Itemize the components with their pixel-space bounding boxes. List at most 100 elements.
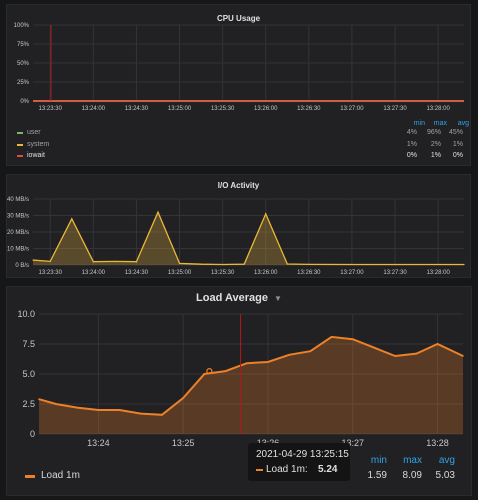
hover-point-marker <box>206 368 213 375</box>
x-tick-label: 13:26:00 <box>254 270 278 276</box>
load-average-panel: Load Average ▼ 0 2.5 5.0 7.5 10.0 13:24 13:25 1… <box>6 286 472 496</box>
io-data-point <box>243 263 245 265</box>
io-data-point <box>92 261 94 263</box>
legend-swatch <box>25 475 35 478</box>
x-tick-label: 13:27:30 <box>383 270 407 276</box>
load-data-point <box>76 406 78 409</box>
io-data-point <box>463 263 465 266</box>
x-tick-label: 13:27 <box>341 438 364 448</box>
load-data-point <box>436 343 439 345</box>
legend-header-min[interactable]: min <box>370 455 387 466</box>
x-tick-label: 13:27:00 <box>340 106 364 112</box>
x-tick-label: 13:27:30 <box>383 106 407 112</box>
io-chart[interactable]: 0 B/s 10 MB/s 20 MB/s 30 MB/s 40 MB/s 13:23:3… <box>7 175 472 279</box>
legend-max: 8.09 <box>402 470 422 481</box>
io-series-line <box>32 210 464 266</box>
x-tick-label: 13:23:30 <box>39 106 63 112</box>
x-tick-label: 13:25:00 <box>168 106 192 112</box>
x-tick-label: 13:25:30 <box>211 106 235 112</box>
load-data-point <box>288 354 290 356</box>
io-data-point <box>178 262 181 264</box>
io-data-point <box>286 263 288 265</box>
io-data-point <box>71 218 73 220</box>
legend-label: Load 1m <box>41 470 80 481</box>
legend-max: 96% <box>426 129 441 136</box>
io-data-point <box>135 261 138 263</box>
load-data-point <box>139 412 142 415</box>
io-data-point <box>351 263 353 266</box>
load-data-point <box>182 397 184 399</box>
legend-avg: 5.03 <box>435 470 455 481</box>
legend-header-max[interactable]: max <box>433 120 447 127</box>
load-data-point <box>203 373 206 375</box>
y-tick-label: 20 MB/s <box>7 230 29 236</box>
y-tick-label: 7.5 <box>22 339 35 349</box>
io-data-point <box>308 263 310 265</box>
y-tick-label: 10 MB/s <box>7 247 29 253</box>
io-data-point <box>114 260 116 262</box>
io-data-point <box>222 263 224 266</box>
x-tick-label: 13:28:00 <box>426 270 450 276</box>
legend-max: 2% <box>430 141 441 148</box>
io-data-point <box>265 213 267 215</box>
legend-header-max[interactable]: max <box>403 455 422 466</box>
y-tick-label: 30 MB/s <box>7 214 29 220</box>
y-tick-label: 5.0 <box>22 369 35 379</box>
load-data-point <box>161 414 163 416</box>
y-tick-label: 25% <box>17 80 30 86</box>
x-tick-label: 13:25:30 <box>211 270 235 276</box>
panel-title[interactable]: Load Average ▼ <box>7 292 471 304</box>
legend-swatch <box>17 155 23 157</box>
load-data-point <box>373 346 375 349</box>
legend-min: 4% <box>406 129 417 136</box>
tooltip-time: 2021-04-29 13:25:15 <box>256 449 349 460</box>
x-tick-label: 13:24:00 <box>82 106 106 112</box>
x-tick-label: 13:26:30 <box>297 106 321 112</box>
cpu-usage-panel: CPU Usage 0% 25% 50% 75% 100% 13:23:30 13:24:0… <box>6 4 471 166</box>
io-data-point <box>200 263 202 265</box>
io-data-point <box>437 263 439 266</box>
legend-avg: 0% <box>452 152 463 159</box>
load-data-point <box>267 361 269 363</box>
cpu-chart[interactable]: 0% 25% 50% 75% 100% 13:23:30 13:24:00 13:24:30 1… <box>7 5 472 125</box>
load-data-point <box>55 403 57 405</box>
io-area-fill <box>33 212 464 265</box>
y-tick-label: 40 MB/s <box>7 197 29 203</box>
load-data-point <box>245 362 248 364</box>
legend-label: system <box>27 141 50 148</box>
io-data-point <box>32 259 34 261</box>
x-tick-label: 13:24:00 <box>82 270 106 276</box>
tooltip-series: Load 1m: <box>266 464 308 475</box>
load-data-point <box>415 352 418 355</box>
load-data-point <box>118 409 121 411</box>
tooltip-value: 5.24 <box>318 464 338 475</box>
y-tick-label: 2.5 <box>22 399 35 409</box>
load-data-point <box>224 370 227 372</box>
legend-swatch <box>17 132 23 134</box>
legend-header-avg[interactable]: avg <box>457 120 469 127</box>
legend-header-avg[interactable]: avg <box>438 455 455 466</box>
caret-down-icon[interactable]: ▼ <box>274 294 282 303</box>
load-data-point <box>394 355 396 357</box>
legend-swatch <box>17 144 23 146</box>
panel-title[interactable]: CPU Usage <box>216 14 261 23</box>
legend-label: iowait <box>27 152 45 159</box>
load-data-point <box>462 355 464 357</box>
load-data-point <box>330 336 333 338</box>
hover-tooltip: 2021-04-29 13:25:15 Load 1m: 5.24 <box>248 443 350 481</box>
load-data-point <box>309 350 312 352</box>
x-tick-label: 13:28:00 <box>426 106 450 112</box>
tooltip-swatch <box>256 469 263 471</box>
io-activity-panel: I/O Activity 0 B/s 10 MB/s 20 MB/s 30 MB/s 4… <box>6 174 471 278</box>
io-data-point <box>157 211 159 213</box>
y-tick-label: 75% <box>17 42 30 48</box>
io-data-point <box>49 260 51 262</box>
x-tick-label: 13:24:30 <box>125 106 149 112</box>
panel-title[interactable]: I/O Activity <box>217 181 260 190</box>
x-tick-label: 13:27:00 <box>340 270 364 276</box>
legend-header-min[interactable]: min <box>413 120 425 127</box>
y-tick-label: 100% <box>14 23 30 29</box>
io-data-point <box>394 263 396 266</box>
legend-avg: 1% <box>452 141 463 148</box>
